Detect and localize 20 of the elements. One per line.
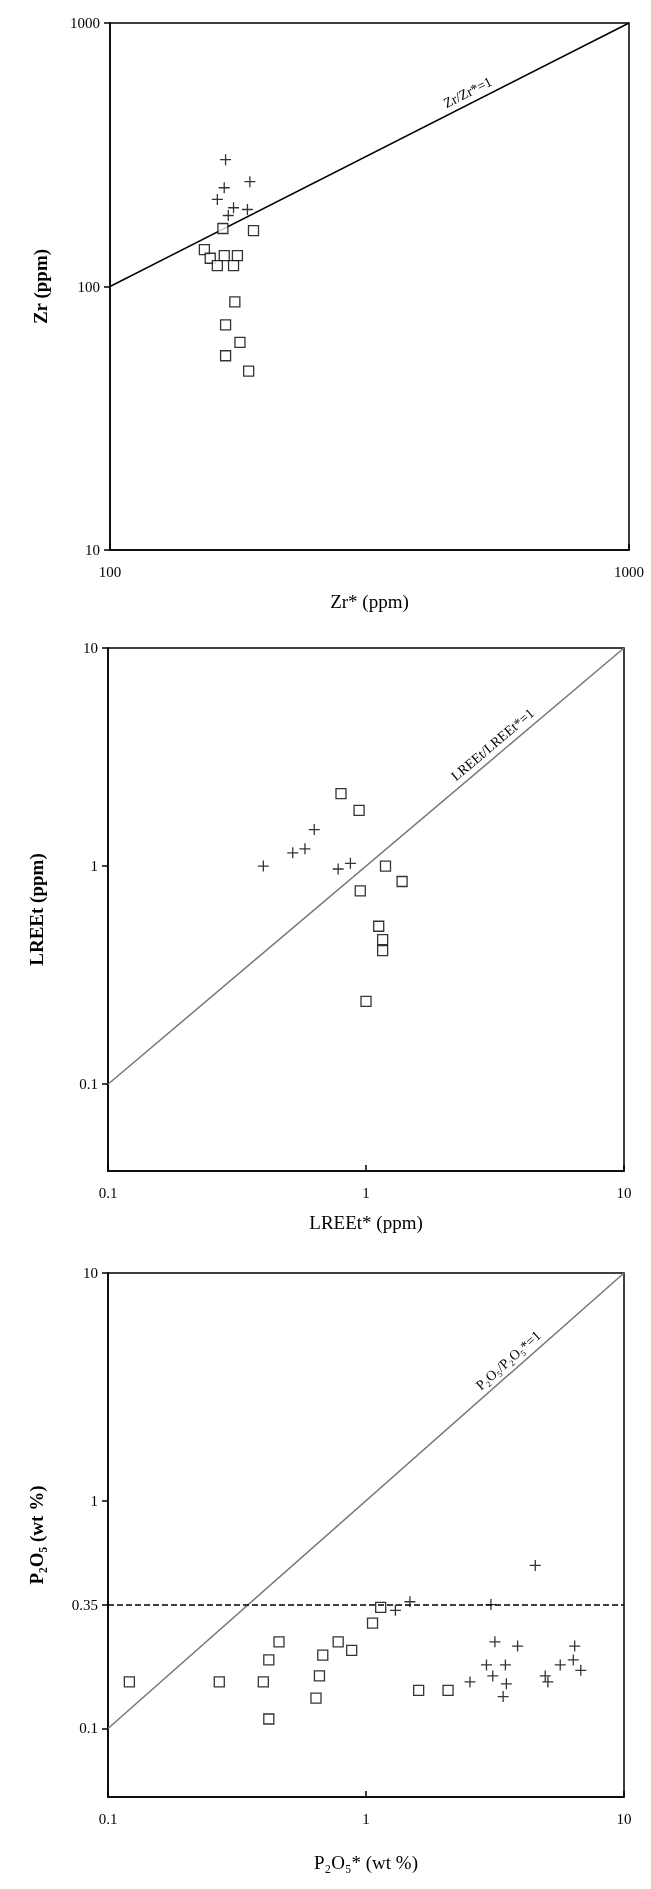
x-tick-label: 1 [362,1184,370,1201]
y-tick-label: 0.35 [71,1596,98,1613]
y-tick-label: 10 [85,542,100,558]
x-axis-title: LREEt* (ppm) [309,1212,423,1234]
y-axis-title: P₂O₅ (wt %) [26,1485,48,1585]
y-tick-label: 10 [83,640,98,656]
y-tick-label: 1000 [70,15,100,31]
x-axis-title: P₂O₅* (wt %) [313,1852,419,1874]
y-axis-title: Zr (ppm) [30,248,52,325]
y-tick-label: 100 [77,278,100,295]
y-tick-label: 0.1 [79,1720,98,1737]
x-tick-label: 10 [616,1184,632,1201]
y-tick-label: 1 [90,858,98,875]
x-axis-title: Zr* (ppm) [330,591,409,613]
y-tick-label: 0.1 [79,1076,98,1093]
y-tick-label: 1 [90,1492,98,1509]
x-tick-label: 1 [362,1810,370,1827]
y-tick-label: 10 [83,1265,98,1281]
x-tick-label: 10 [616,1810,632,1827]
y-axis-title: LREEt (ppm) [26,853,48,966]
